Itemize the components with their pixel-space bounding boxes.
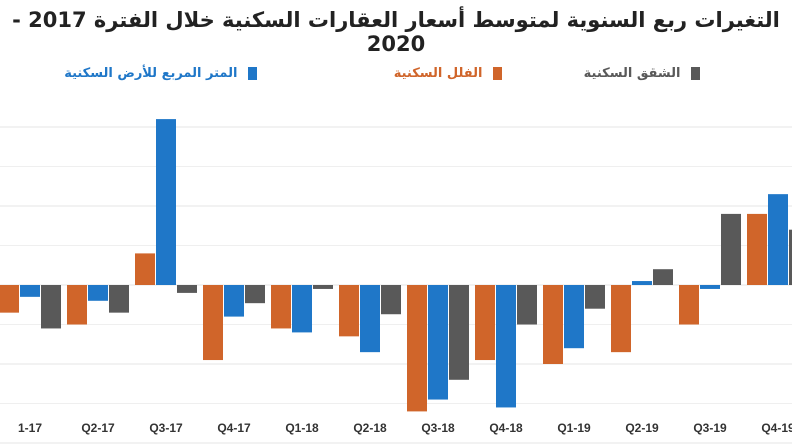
bars [0,119,792,412]
x-tick-label: 1-17 [18,421,42,435]
x-tick-label: Q3-17 [149,421,183,435]
bar-Q2-17-series-0 [88,285,108,301]
bar-Q4-17-series-1 [203,285,223,361]
bar-Q1-18-series-1 [271,285,291,329]
gridlines [0,126,792,444]
bar-Q3-17-series-2 [177,285,197,293]
x-tick-label: Q2-19 [625,421,659,435]
bar-Q1-18-series-0 [292,285,312,333]
bar-Q2-17-series-1 [67,285,87,325]
bar-Q2-18-series-1 [339,285,359,337]
legend-item-villas: الفلل السكنية [394,66,502,81]
chart-title: التغيرات ربع السنوية لمتوسط أسعار العقار… [12,8,780,56]
legend-swatch-land [248,67,257,80]
x-tick-label: Q4-19 [761,421,792,435]
x-tick-label: Q1-19 [557,421,591,435]
bar-Q4-17-series-2 [245,285,265,304]
bar-Q1-19-series-1 [543,285,563,364]
x-tick-label: Q4-17 [217,421,251,435]
bar-Q3-17-series-0 [156,119,176,285]
x-tick-label: Q1-18 [285,421,319,435]
bar-Q2-18-series-0 [360,285,380,353]
bar-Q4-19-series-1 [747,213,767,285]
bar-Q3-17-series-1 [135,253,155,285]
bar-Q2-19-series-2 [653,269,673,285]
bar-Q4-18-series-1 [475,285,495,361]
bar-Q1-19-series-2 [585,285,605,309]
bar-Q3-18-series-1 [407,285,427,412]
bar-Q4-17-series-0 [224,285,244,317]
legend-swatch-villas [493,67,502,80]
bar-Q1-19-series-0 [564,285,584,349]
bar-Q4-18-series-0 [496,285,516,408]
x-tick-label: Q3-18 [421,421,455,435]
legend-item-land: المتر المربع للأرض السكنية [64,66,257,81]
bar-Q4-18-series-2 [517,285,537,325]
legend-label-land: المتر المربع للأرض السكنية [64,66,238,81]
legend-label-villas: الفلل السكنية [393,66,483,81]
bar-Q2-19-series-1 [611,285,631,353]
bar-Q3-18-series-2 [449,285,469,380]
bar-Q3-18-series-0 [428,285,448,400]
x-tick-labels: 1-17 Q2-17 Q3-17 Q4-17 Q1-18 Q2-18 Q3-18 Q4-18 Q… [18,421,792,435]
legend-item-apartments: الشقق السكنية [584,66,700,81]
x-tick-label: Q2-18 [353,421,387,435]
x-tick-label: Q4-18 [489,421,523,435]
legend-swatch-apartments [691,67,700,80]
legend-label-apartments: الشقق السكنية [583,66,681,81]
bar-Q2-19-series-0 [632,281,652,285]
bar-Q1-17-series-2 [41,285,61,329]
bar-Q4-19-series-2 [789,229,792,285]
bar-Q1-17-series-0 [20,285,40,297]
bar-Q2-17-series-2 [109,285,129,313]
bar-Q3-19-series-2 [721,213,741,285]
bar-Q2-18-series-2 [381,285,401,315]
bar-Q1-18-series-2 [313,285,333,289]
x-tick-label: Q2-17 [81,421,115,435]
bar-Q1-17-series-1 [0,285,19,313]
bar-Q3-19-series-0 [700,285,720,289]
bar-Q3-19-series-1 [679,285,699,325]
bar-Q4-19-series-0 [768,194,788,285]
x-tick-label: Q3-19 [693,421,727,435]
